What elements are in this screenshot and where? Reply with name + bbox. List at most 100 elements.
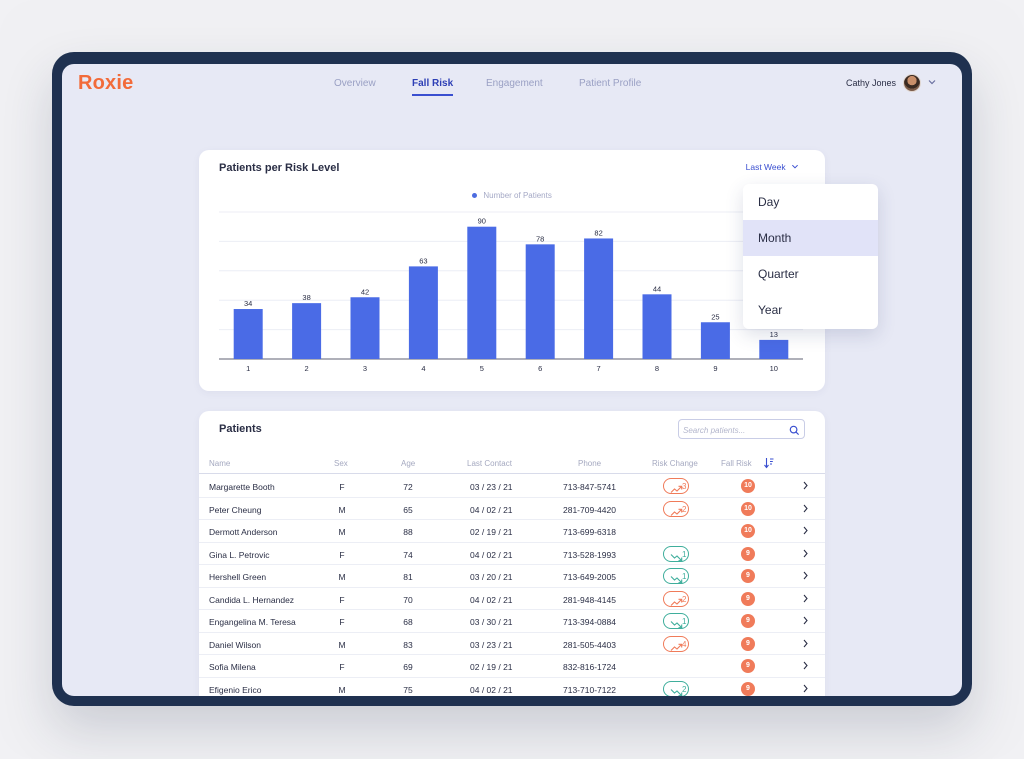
tab-engagement[interactable]: Engagement <box>486 78 543 89</box>
tab-patient-profile[interactable]: Patient Profile <box>579 78 642 89</box>
tab-fall-risk[interactable]: Fall Risk <box>412 78 454 96</box>
chevron-down-icon <box>788 162 799 172</box>
risk-change-badge: 2 <box>663 500 689 517</box>
table-row[interactable]: Sofia Milena F 69 02 / 19 / 21 832-816-1724 9 <box>199 655 825 678</box>
period-option-day[interactable]: Day <box>758 195 780 209</box>
patient-sex: F <box>339 549 345 560</box>
table-row[interactable]: Peter Cheung M 65 04 / 02 / 21 281-709-4420 2… <box>199 498 825 520</box>
bar-risk-level-8[interactable] <box>642 294 672 359</box>
chevron-right-icon[interactable] <box>802 571 809 582</box>
user-name: Cathy Jones <box>845 78 896 88</box>
period-option-year[interactable]: Year <box>758 303 783 317</box>
col-sex[interactable]: Sex <box>334 459 348 468</box>
patient-sex: M <box>338 572 346 582</box>
patient-age: 88 <box>403 527 413 537</box>
chevron-right-icon[interactable] <box>802 684 809 695</box>
patient-last-contact: 04 / 02 / 21 <box>470 549 513 560</box>
x-tick-label: 3 <box>363 364 367 373</box>
patient-last-contact: 04 / 02 / 21 <box>470 594 513 605</box>
chevron-right-icon[interactable] <box>802 639 809 650</box>
x-tick-label: 2 <box>305 364 309 373</box>
search-box <box>678 419 805 441</box>
table-row[interactable]: Hershell Green M 81 03 / 20 / 21 713-649-200… <box>199 565 825 588</box>
chevron-right-icon[interactable] <box>802 661 809 672</box>
x-tick-label: 8 <box>655 364 659 373</box>
chevron-right-icon[interactable] <box>802 526 809 537</box>
col-last-contact[interactable]: Last Contact <box>467 459 512 468</box>
fall-risk-badge: 9 <box>741 569 755 583</box>
avatar <box>903 74 921 92</box>
search-input[interactable] <box>679 421 779 440</box>
risk-change-value: 1 <box>682 572 687 581</box>
risk-change-value: 1 <box>682 549 687 559</box>
patient-phone: 713-699-6318 <box>563 527 616 537</box>
bar-risk-level-6[interactable] <box>525 244 555 359</box>
main-nav: Overview Fall Risk Engagement Patient Pr… <box>62 78 962 102</box>
patient-phone: 713-528-1993 <box>563 549 616 560</box>
patient-phone: 832-816-1724 <box>563 662 616 672</box>
x-tick-label: 5 <box>480 364 484 373</box>
search-icon[interactable] <box>789 423 800 441</box>
bar-risk-level-10[interactable] <box>759 339 789 359</box>
patient-age: 74 <box>403 549 413 560</box>
patient-last-contact: 03 / 30 / 21 <box>470 617 513 627</box>
table-row[interactable]: Dermott Anderson M 88 02 / 19 / 21 713-699-6… <box>199 520 825 543</box>
bar-data-label: 63 <box>419 256 427 265</box>
table-row[interactable]: Engangelina M. Teresa F 68 03 / 30 / 21 713-… <box>199 610 825 633</box>
table-row[interactable]: Efigenio Erico M 75 04 / 02 / 21 713-710-712… <box>199 678 825 696</box>
patient-last-contact: 03 / 20 / 21 <box>470 572 513 582</box>
patient-last-contact: 02 / 19 / 21 <box>470 662 513 672</box>
risk-change-badge: 1 <box>663 613 689 629</box>
fall-risk-badge: 10 <box>741 524 755 538</box>
bar-data-label: 38 <box>302 293 310 302</box>
col-age[interactable]: Age <box>401 459 416 468</box>
risk-change-badge: 1 <box>663 568 689 584</box>
tab-overview[interactable]: Overview <box>334 78 376 89</box>
patient-last-contact: 02 / 19 / 21 <box>470 527 513 537</box>
patient-last-contact: 03 / 23 / 21 <box>470 639 513 650</box>
bar-risk-level-2[interactable] <box>292 303 322 359</box>
patients-title: Patients <box>219 423 262 435</box>
patient-sex: M <box>338 684 346 695</box>
sort-icon[interactable] <box>764 457 774 471</box>
fall-risk-badge: 9 <box>741 636 755 651</box>
table-row[interactable]: Candida L. Hernandez F 70 04 / 02 / 21 281-9… <box>199 588 825 610</box>
patient-last-contact: 04 / 02 / 21 <box>470 504 513 515</box>
period-select[interactable]: Last Week <box>746 162 799 172</box>
patient-name: Margarette Booth <box>209 482 275 492</box>
chevron-right-icon[interactable] <box>802 481 809 492</box>
col-risk-change[interactable]: Risk Change <box>652 459 698 468</box>
bar-risk-level-4[interactable] <box>408 266 438 359</box>
bar-risk-level-5[interactable] <box>467 226 497 359</box>
col-fall-risk[interactable]: Fall Risk <box>721 459 752 468</box>
period-option-quarter[interactable]: Quarter <box>758 267 799 281</box>
bar-risk-level-3[interactable] <box>350 297 380 359</box>
chevron-down-icon <box>928 78 936 88</box>
table-row[interactable]: Daniel Wilson M 83 03 / 23 / 21 281-505-4403… <box>199 633 825 655</box>
patient-phone: 713-847-5741 <box>563 482 616 492</box>
user-menu[interactable]: Cathy Jones <box>846 74 936 92</box>
risk-change-badge: 4 <box>663 635 689 652</box>
col-phone[interactable]: Phone <box>578 459 602 468</box>
chart-legend: Number of Patients <box>199 191 825 200</box>
col-name[interactable]: Name <box>209 459 231 468</box>
patient-age: 70 <box>403 594 413 605</box>
chevron-right-icon[interactable] <box>802 594 809 605</box>
risk-change-value: 3 <box>682 482 687 491</box>
bar-risk-level-1[interactable] <box>233 309 263 359</box>
chevron-right-icon[interactable] <box>802 504 809 515</box>
chevron-right-icon[interactable] <box>802 616 809 627</box>
risk-level-chart-card: Patients per Risk Level Last Week Number… <box>199 150 825 391</box>
patients-card: Patients Name Sex Age Last Contact Phone… <box>199 411 825 696</box>
bar-risk-level-9[interactable] <box>700 322 730 359</box>
table-row[interactable]: Gina L. Petrovic F 74 04 / 02 / 21 713-528-1… <box>199 543 825 565</box>
patient-age: 68 <box>403 617 413 627</box>
fall-risk-badge: 9 <box>741 614 755 628</box>
chevron-right-icon[interactable] <box>802 549 809 560</box>
patient-phone: 713-649-2005 <box>563 572 616 582</box>
bar-risk-level-7[interactable] <box>584 238 614 359</box>
table-row[interactable]: Margarette Booth F 72 03 / 23 / 21 713-847-5… <box>199 475 825 498</box>
patient-name: Dermott Anderson <box>209 527 278 537</box>
x-tick-label: 10 <box>770 364 778 373</box>
period-option-month[interactable]: Month <box>743 220 878 256</box>
